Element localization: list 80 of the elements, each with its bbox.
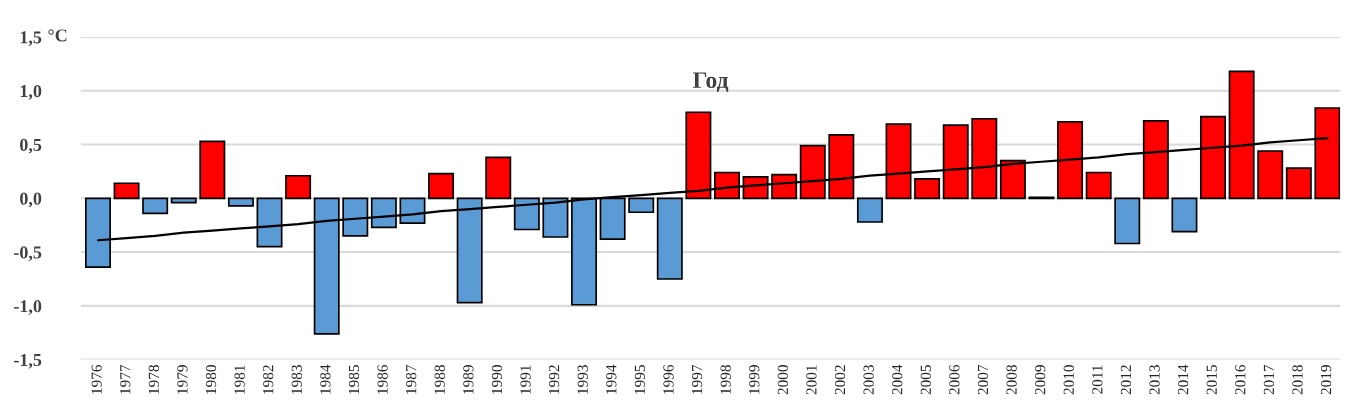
bar bbox=[285, 174, 312, 200]
bar bbox=[113, 182, 140, 200]
bar bbox=[428, 172, 455, 200]
x-tick-label: 1990 bbox=[491, 365, 503, 394]
bar bbox=[656, 197, 683, 280]
y-tick-label: 1,0 bbox=[20, 85, 42, 100]
x-tick-label: 1984 bbox=[320, 364, 331, 394]
x-tick-label: 2006 bbox=[949, 364, 960, 395]
x-tick-label: 2011 bbox=[1092, 365, 1103, 394]
x-tick-label: 2019 bbox=[1320, 365, 1332, 395]
x-tick-label: 1988 bbox=[434, 365, 445, 394]
bar bbox=[485, 156, 512, 200]
y-tick-label: 1,5 bbox=[20, 31, 42, 47]
x-tick-label: 1982 bbox=[263, 365, 274, 394]
x-tick-label: 1994 bbox=[606, 364, 617, 394]
x-tick-label: 1983 bbox=[291, 365, 302, 394]
bar bbox=[1285, 167, 1312, 200]
x-tick-label: 1996 bbox=[663, 364, 674, 394]
bar bbox=[914, 178, 941, 200]
bar bbox=[542, 197, 569, 238]
x-tick-label: 1987 bbox=[405, 364, 417, 394]
bar bbox=[628, 197, 655, 214]
bar bbox=[199, 140, 226, 200]
x-tick-label: 2012 bbox=[1120, 365, 1132, 395]
bar bbox=[713, 171, 740, 200]
x-tick-label: 1989 bbox=[463, 365, 474, 394]
x-tick-label: 2003 bbox=[863, 365, 874, 395]
y-tick-label: 0,5 bbox=[20, 138, 42, 154]
x-tick-label: 2001 bbox=[806, 365, 817, 395]
y-tick-label: -0,5 bbox=[14, 246, 42, 262]
x-tick-label: 2015 bbox=[1206, 365, 1217, 395]
x-tick-label: 1980 bbox=[205, 365, 217, 394]
bar bbox=[342, 197, 369, 237]
bar bbox=[999, 159, 1026, 200]
bar bbox=[1171, 197, 1198, 233]
x-tick-label: 1981 bbox=[234, 365, 245, 394]
x-tick-label: 1991 bbox=[520, 365, 531, 394]
bar bbox=[1085, 171, 1112, 200]
y-tick-label: -1,5 bbox=[14, 353, 42, 369]
x-tick-label: 1986 bbox=[377, 364, 388, 394]
x-tick-label: 2000 bbox=[777, 365, 788, 395]
x-tick-label: 2004 bbox=[892, 364, 903, 395]
bar bbox=[142, 197, 169, 215]
bar bbox=[856, 197, 883, 223]
x-tick-label: 2002 bbox=[834, 365, 846, 395]
x-tick-label: 1993 bbox=[577, 365, 588, 394]
x-tick-label: 2014 bbox=[1177, 364, 1189, 395]
text: Год bbox=[692, 72, 729, 92]
x-tick-label: 1979 bbox=[177, 365, 188, 394]
x-tick-label: 2017 bbox=[1263, 364, 1275, 395]
x-tick-label: 1992 bbox=[548, 365, 560, 394]
x-tick-label: 1977 bbox=[120, 364, 131, 394]
x-tick-label: 1997 bbox=[691, 364, 703, 394]
x-tick-label: 2008 bbox=[1006, 365, 1017, 395]
x-tick-label: 1999 bbox=[749, 365, 760, 394]
bar bbox=[370, 197, 397, 229]
y-axis-title: °C bbox=[48, 29, 67, 42]
x-tick-label: 1995 bbox=[634, 365, 646, 394]
x-tick-label: 2010 bbox=[1063, 365, 1074, 395]
bar bbox=[1114, 197, 1141, 245]
x-tick-label: 1976 bbox=[91, 364, 102, 394]
bar bbox=[742, 175, 769, 200]
x-tick-label: 2016 bbox=[1235, 364, 1246, 395]
x-tick-label: 1985 bbox=[348, 365, 360, 394]
x-tick-label: 2005 bbox=[920, 365, 931, 395]
bar bbox=[771, 173, 798, 200]
bar bbox=[513, 197, 540, 231]
bar bbox=[170, 197, 197, 204]
x-tick-label: 2007 bbox=[977, 364, 989, 395]
x-tick-label: 2009 bbox=[1035, 365, 1046, 395]
bar bbox=[399, 197, 426, 224]
bar bbox=[1257, 150, 1284, 200]
bar bbox=[799, 144, 826, 200]
x-tick-label: 2013 bbox=[1149, 365, 1160, 395]
bar bbox=[227, 197, 254, 207]
y-tick-label: 0,0 bbox=[20, 192, 42, 208]
x-tick-label: 2018 bbox=[1292, 365, 1303, 395]
x-tick-label: 1978 bbox=[148, 365, 159, 394]
y-tick-label: -1,0 bbox=[14, 300, 42, 315]
x-tick-label: 1998 bbox=[720, 365, 731, 394]
